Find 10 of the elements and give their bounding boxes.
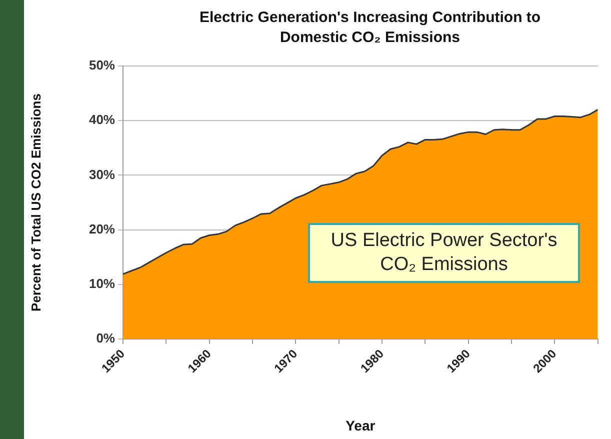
chart-title: Electric Generation's Increasing Contribution to Domestic CO₂ Emissions xyxy=(198,8,542,48)
y-tick-label: 0% xyxy=(96,330,116,346)
y-tick-label: 40% xyxy=(88,112,116,128)
y-tick-label: 50% xyxy=(88,58,116,73)
y-tick-label: 30% xyxy=(88,166,116,182)
y-tick-label: 20% xyxy=(88,221,116,236)
y-axis-title: Percent of Total US CO2 Emissions xyxy=(28,94,44,312)
y-tick-label: 10% xyxy=(88,276,116,291)
x-axis-title: Year xyxy=(346,417,376,434)
note-box: US Electric Power Sector's CO₂ Emissions xyxy=(308,223,580,283)
